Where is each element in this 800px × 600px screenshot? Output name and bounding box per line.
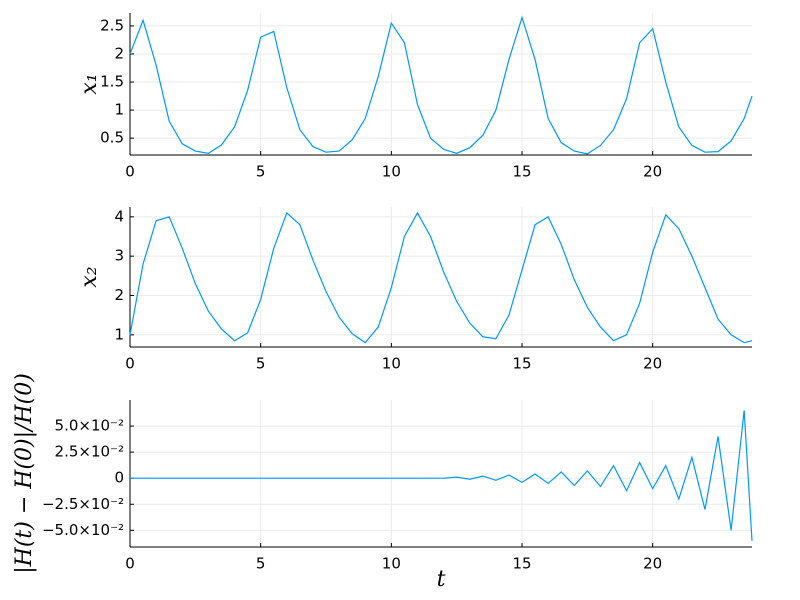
y-tick-label: 4 [114,207,124,225]
y-tick-label: 1.5 [100,73,124,91]
series-line [129,15,753,155]
y-tick-label: −5.0×10⁻² [42,521,124,539]
x-tick-label: 5 [256,555,266,573]
y-tick-label: 1 [114,101,124,119]
y-axis-label: x₁ [77,73,102,94]
series-line [130,410,753,541]
y-tick-label: 2 [114,44,124,62]
y-tick-label: −2.5×10⁻² [42,495,124,513]
x-tick-label: 5 [256,355,266,373]
y-tick-label: 5.0×10⁻² [55,417,124,435]
x-tick-label: 20 [643,355,662,373]
x-tick-label: 15 [512,163,531,181]
y-tick-label: 3 [114,247,124,265]
x-tick-label: 10 [382,163,401,181]
series-line [129,211,753,344]
x-tick-label: 5 [256,163,266,181]
x-tick-label: 20 [643,555,662,573]
x-tick-label: 15 [512,555,531,573]
x-tick-label: 0 [125,355,135,373]
x-tick-label: 0 [125,163,135,181]
x-tick-label: 0 [125,555,135,573]
x-axis-label: t [437,567,446,592]
y-axis-label: x₂ [77,266,102,287]
x-tick-label: 10 [382,355,401,373]
y-tick-label: 2.5 [100,16,124,34]
y-tick-label: 2 [114,286,124,304]
y-tick-label: 1 [114,325,124,343]
x-tick-label: 15 [512,355,531,373]
y-tick-label: 2.5×10⁻² [55,443,124,461]
x-tick-label: 10 [382,555,401,573]
y-tick-label: 0.5 [100,129,124,147]
y-tick-label: 0 [114,469,124,487]
x-tick-label: 20 [643,163,662,181]
y-axis-label: |H(t) − H(0)|/H(0) [12,373,37,574]
